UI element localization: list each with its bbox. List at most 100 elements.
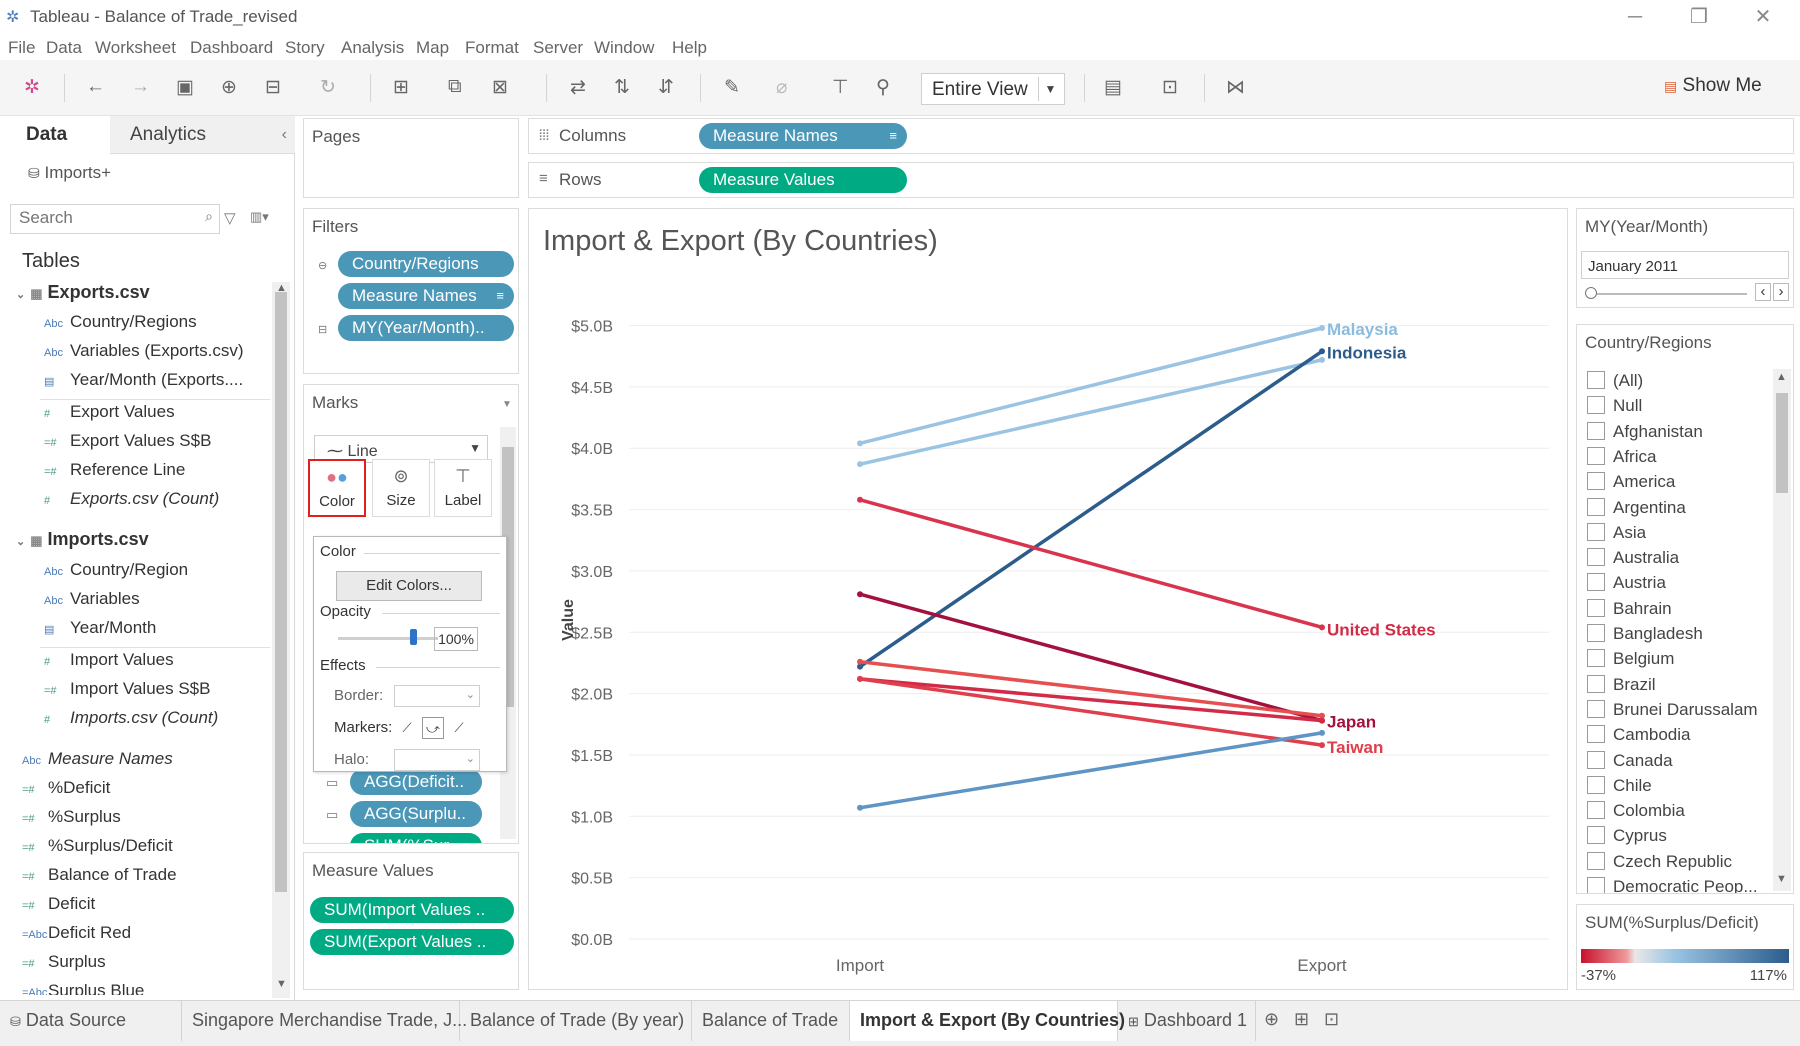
country-checkbox-item[interactable]: Czech Republic	[1587, 851, 1732, 872]
show-me-button[interactable]: ▤ Show Me	[1664, 75, 1762, 97]
table-exports[interactable]: ⌄ ▦ Exports.csv	[16, 282, 150, 303]
checkbox[interactable]	[1587, 598, 1605, 617]
sort-ascending-icon[interactable]: ⇅	[614, 77, 630, 98]
checkbox[interactable]	[1587, 649, 1605, 668]
marks-menu-icon[interactable]: ▼	[502, 399, 512, 410]
next-icon[interactable]: ›	[1773, 283, 1789, 301]
field-pct-surplus-deficit[interactable]: =# %Surplus/Deficit	[22, 836, 173, 856]
filters-card[interactable]: Filters ⊖ Country/Regions Measure Names ≡…	[303, 208, 519, 374]
country-checkbox-item[interactable]: Brazil	[1587, 674, 1656, 695]
country-checkbox-item[interactable]: Chile	[1587, 775, 1652, 796]
close-icon[interactable]: ✕	[1754, 6, 1772, 28]
mark-pill-agg-deficit[interactable]: AGG(Deficit..	[350, 769, 482, 795]
view-options-icon[interactable]: ▥▾	[250, 209, 269, 224]
checkbox[interactable]	[1587, 775, 1605, 794]
checkbox[interactable]	[1587, 851, 1605, 870]
redo-icon[interactable]: →	[131, 76, 150, 97]
checkbox[interactable]	[1587, 750, 1605, 769]
country-checkbox-item[interactable]: Australia	[1587, 548, 1679, 568]
filter-pill-my-year-month[interactable]: MY(Year/Month)..	[338, 315, 514, 341]
year-month-input[interactable]: January 2011	[1581, 251, 1789, 279]
country-checkbox-item[interactable]: Cyprus	[1587, 826, 1667, 846]
undo-icon[interactable]: ←	[86, 76, 105, 97]
field-deficit[interactable]: =# Deficit	[22, 894, 95, 914]
search-box[interactable]: ⌕	[10, 204, 220, 234]
color-legend-card[interactable]: SUM(%Surplus/Deficit) -37% 117%	[1576, 904, 1794, 990]
field-balance-of-trade[interactable]: =# Balance of Trade	[22, 865, 177, 885]
markers-some-icon[interactable]: ⤻	[422, 717, 444, 739]
scroll-up-icon[interactable]: ▲	[1776, 371, 1787, 383]
measure-values-card[interactable]: Measure Values SUM(Import Values .. SUM(…	[303, 852, 519, 990]
field-import-values[interactable]: # Import Values	[44, 650, 174, 670]
pin-icon[interactable]: ⚲	[876, 77, 890, 98]
tab-dashboard-1[interactable]: ⊞ Dashboard 1	[1118, 1001, 1256, 1041]
field-export-values[interactable]: # Export Values	[44, 402, 175, 422]
refresh-icon[interactable]: ↻	[320, 77, 336, 98]
menu-analysis[interactable]: Analysis	[341, 38, 405, 57]
datasource-name[interactable]: ⛁ Imports+	[28, 163, 111, 183]
measure-pill-export[interactable]: SUM(Export Values ..	[310, 929, 514, 955]
filter-pill-measure-names[interactable]: Measure Names ≡	[338, 283, 514, 309]
minimize-icon[interactable]: ─	[1627, 6, 1643, 28]
country-filter-card[interactable]: Country/Regions (All) Null Afghanistan Afri…	[1576, 324, 1794, 894]
country-checkbox-item[interactable]: Asia	[1587, 522, 1646, 543]
field-reference-line[interactable]: =# Reference Line	[44, 460, 185, 480]
filter-pill-country-regions[interactable]: Country/Regions	[338, 251, 514, 277]
tab-balance-of-trade-by-year[interactable]: Balance of Trade (By year)	[460, 1001, 692, 1041]
menu-help[interactable]: Help	[672, 38, 707, 57]
checkbox[interactable]	[1587, 674, 1605, 693]
restore-icon[interactable]: ❐	[1690, 6, 1708, 28]
checkbox[interactable]	[1587, 472, 1605, 491]
country-checkbox-item[interactable]: Belgium	[1587, 649, 1674, 669]
country-checkbox-item[interactable]: Brunei Darussalam	[1587, 699, 1758, 720]
country-checkbox-item[interactable]: Bangladesh	[1587, 624, 1703, 644]
menu-format[interactable]: Format	[465, 38, 519, 57]
scroll-up-icon[interactable]: ▲	[276, 282, 287, 294]
tab-data[interactable]: Data	[0, 116, 110, 154]
rows-shelf[interactable]: ≡ Rows Measure Values	[528, 162, 1794, 198]
field-export-values-sb[interactable]: =# Export Values S$B	[44, 431, 211, 451]
field-import-values-sb[interactable]: =# Import Values S$B	[44, 679, 210, 699]
collapse-icon[interactable]: ⌄	[16, 536, 26, 548]
collapse-icon[interactable]: ‹	[281, 126, 287, 143]
edit-colors-button[interactable]: Edit Colors...	[336, 571, 482, 601]
columns-pill-measure-names[interactable]: Measure Names ≡	[699, 123, 907, 149]
opacity-input[interactable]: 100%	[434, 627, 478, 651]
swap-icon[interactable]: ⇄	[570, 77, 586, 98]
menu-window[interactable]: Window	[594, 38, 655, 57]
checkbox[interactable]	[1587, 801, 1605, 820]
menu-story[interactable]: Story	[285, 38, 325, 57]
tableau-icon[interactable]: ✲	[24, 77, 40, 98]
highlight-icon[interactable]: ✎	[724, 77, 740, 98]
scrollbar-thumb[interactable]	[275, 292, 287, 892]
slider-handle[interactable]	[1585, 287, 1597, 299]
menu-dashboard[interactable]: Dashboard	[190, 38, 274, 57]
group-icon[interactable]: ⌀	[776, 77, 788, 98]
halo-dropdown[interactable]: ⌄	[394, 749, 480, 771]
country-checkbox-item[interactable]: Bahrain	[1587, 598, 1672, 619]
presentation-icon[interactable]: ⊡	[1162, 77, 1178, 98]
field-variables[interactable]: Abc Variables	[44, 589, 140, 609]
country-checkbox-item[interactable]: Canada	[1587, 750, 1673, 771]
share-icon[interactable]: ⋈	[1226, 77, 1245, 98]
color-button[interactable]: ●● Color	[308, 459, 366, 517]
new-story-icon[interactable]: ⊡	[1324, 1009, 1340, 1029]
scroll-down-icon[interactable]: ▼	[276, 978, 287, 990]
pause-updates-icon[interactable]: ⊟	[265, 77, 281, 98]
clear-sheet-icon[interactable]: ⊠	[492, 77, 508, 98]
country-checkbox-item[interactable]: Austria	[1587, 573, 1666, 593]
checkbox[interactable]	[1587, 877, 1605, 893]
checkbox[interactable]	[1587, 446, 1605, 465]
country-checkbox-item[interactable]: Cambodia	[1587, 725, 1691, 745]
tab-data-source[interactable]: ⛁ Data Source	[0, 1001, 182, 1041]
tab-singapore-merchandise-trade[interactable]: Singapore Merchandise Trade, J...	[182, 1001, 467, 1041]
new-datasource-icon[interactable]: ⊕	[221, 77, 237, 98]
line-chart[interactable]: $0.0B $0.5B $1.0B $1.5B $2.0B $2.5B $3.0B $3.5B…	[529, 209, 1569, 991]
rows-pill-measure-values[interactable]: Measure Values	[699, 167, 907, 193]
new-dashboard-icon[interactable]: ⊞	[1294, 1009, 1310, 1029]
checkbox[interactable]	[1587, 371, 1605, 389]
markers-all-icon[interactable]: ⟋	[454, 720, 464, 735]
menu-map[interactable]: Map	[416, 38, 450, 57]
checkbox[interactable]	[1587, 725, 1605, 744]
worksheet-view[interactable]: Import & Export (By Countries) $0.0B $0.5…	[528, 208, 1568, 990]
